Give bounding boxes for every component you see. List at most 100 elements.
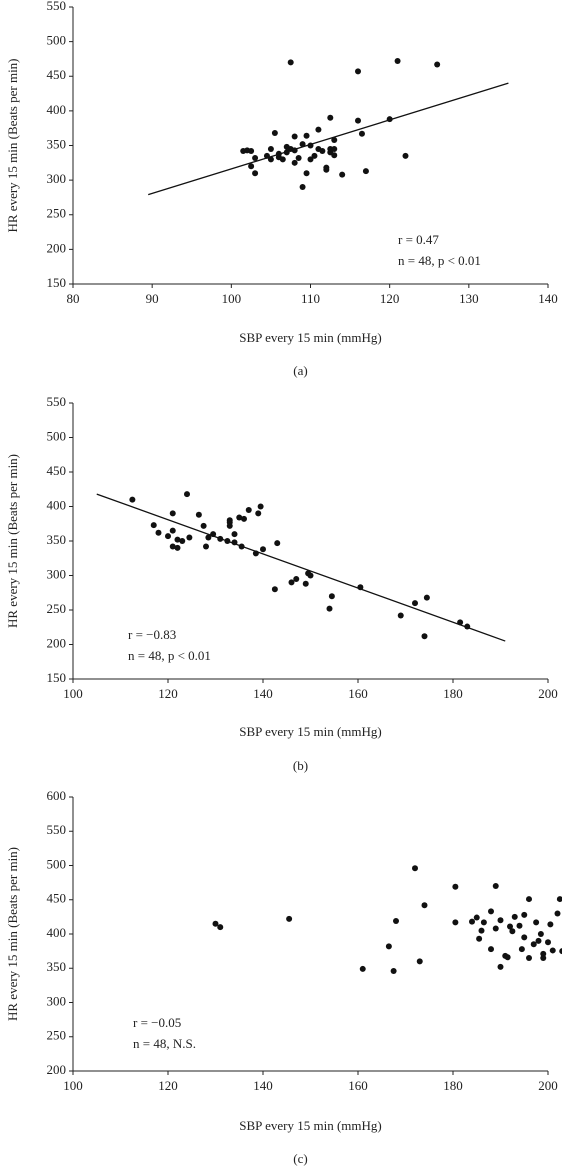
x-tick-label: 160 <box>348 1078 368 1093</box>
point <box>210 531 217 538</box>
point <box>357 584 364 591</box>
point <box>358 130 365 137</box>
point <box>393 917 399 924</box>
point <box>245 506 252 513</box>
x-tick-label: 140 <box>538 291 558 306</box>
y-tick-label: 600 <box>47 788 67 803</box>
point <box>311 152 318 159</box>
point <box>327 114 334 121</box>
caption: (c) <box>293 1151 307 1166</box>
point <box>554 910 561 917</box>
x-tick-label: 160 <box>348 686 368 701</box>
point <box>260 546 266 553</box>
point <box>226 519 233 526</box>
point <box>328 593 335 600</box>
point <box>511 913 518 920</box>
point <box>549 947 556 954</box>
point <box>271 130 278 137</box>
point <box>492 883 499 890</box>
y-tick-label: 200 <box>47 240 67 255</box>
point <box>224 538 231 544</box>
point <box>303 132 310 139</box>
x-axis-label: SBP every 15 min (mmHg) <box>239 724 382 739</box>
point <box>299 184 306 191</box>
x-tick-label: 120 <box>158 1078 178 1093</box>
y-tick-label: 300 <box>47 171 67 186</box>
y-tick-label: 450 <box>47 891 67 906</box>
annotation: r = −0.83 <box>128 627 176 642</box>
point <box>423 594 430 601</box>
point <box>473 914 480 921</box>
y-tick-label: 550 <box>47 822 67 837</box>
y-tick-label: 150 <box>47 670 67 685</box>
point <box>533 919 540 926</box>
point <box>174 536 181 543</box>
point <box>537 931 544 937</box>
y-tick-label: 400 <box>47 497 67 512</box>
point <box>165 533 171 540</box>
point <box>319 148 326 155</box>
point <box>476 935 483 942</box>
point <box>286 915 293 922</box>
x-tick-label: 120 <box>158 686 178 701</box>
point <box>526 954 532 961</box>
point <box>303 170 310 177</box>
point <box>248 163 255 170</box>
point <box>521 911 528 918</box>
point <box>288 579 295 586</box>
point <box>394 58 401 65</box>
point <box>200 522 207 529</box>
y-tick-label: 450 <box>47 67 67 82</box>
point <box>355 68 361 75</box>
point <box>397 612 404 619</box>
y-tick-label: 400 <box>47 925 67 940</box>
point <box>252 154 259 161</box>
point <box>169 543 176 550</box>
point <box>518 946 525 953</box>
y-tick-label: 500 <box>47 856 67 871</box>
point <box>257 503 264 510</box>
x-tick-label: 80 <box>67 291 80 306</box>
point <box>355 117 361 124</box>
point <box>480 919 487 926</box>
point <box>252 170 259 177</box>
point <box>315 126 322 133</box>
point <box>516 922 523 929</box>
point <box>545 939 551 946</box>
point <box>295 154 302 161</box>
point <box>521 934 528 941</box>
point <box>184 491 190 498</box>
y-tick-label: 200 <box>47 635 67 650</box>
point <box>279 156 286 163</box>
y-tick-label: 200 <box>47 1062 67 1077</box>
annotation: r = −0.05 <box>133 1015 181 1030</box>
y-tick-label: 550 <box>47 394 67 409</box>
point <box>169 510 176 517</box>
x-tick-label: 100 <box>63 686 83 701</box>
x-tick-label: 120 <box>380 291 400 306</box>
x-tick-label: 140 <box>253 1078 273 1093</box>
point <box>248 148 255 155</box>
point <box>540 954 547 961</box>
point <box>203 543 209 550</box>
point <box>179 538 186 544</box>
point <box>540 950 547 957</box>
annotation: n = 48, p < 0.01 <box>398 253 481 268</box>
y-tick-label: 250 <box>47 206 67 221</box>
y-tick-label: 300 <box>47 993 67 1008</box>
point <box>492 925 499 932</box>
point <box>307 156 314 163</box>
point <box>287 59 294 66</box>
x-tick-label: 90 <box>146 291 159 306</box>
point <box>497 963 504 970</box>
point <box>452 919 459 926</box>
point <box>390 967 397 974</box>
trendline <box>96 493 506 642</box>
point <box>155 529 162 536</box>
y-axis-label: HR every 15 min (Beats per min) <box>5 454 20 628</box>
point <box>559 948 562 955</box>
point <box>412 865 418 872</box>
caption: (a) <box>293 363 307 378</box>
y-tick-label: 350 <box>47 136 67 151</box>
